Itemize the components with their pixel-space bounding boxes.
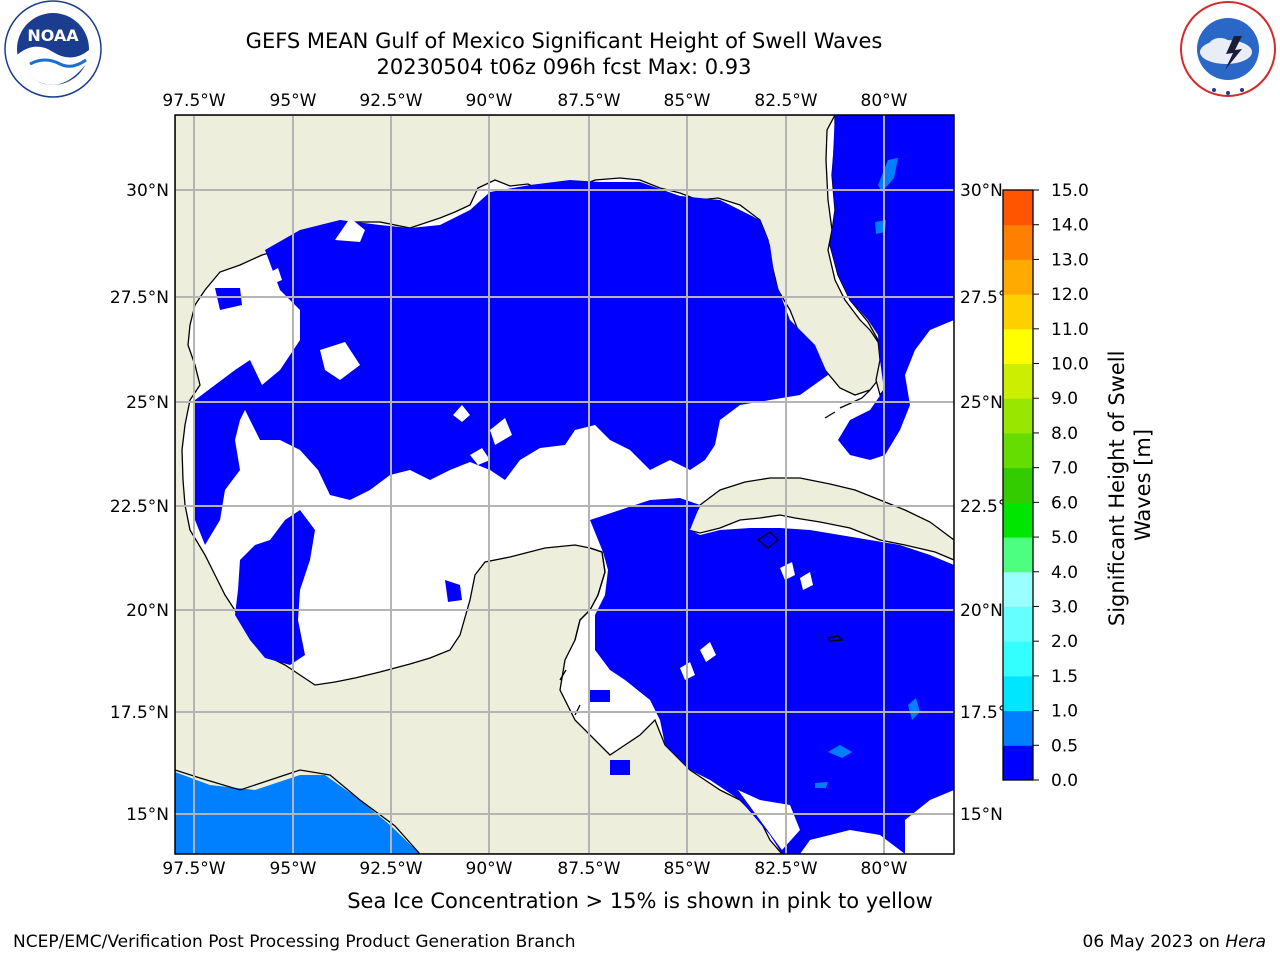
- colorbar-tick-label: 4.0: [1051, 563, 1078, 583]
- colorbar-tick-label: 14.0: [1051, 216, 1089, 236]
- colorbar-segment: [1003, 328, 1033, 365]
- lat-ticks-left: 15°N 17.5°N 20°N 22.5°N 25°N 27.5°N 30°N: [110, 181, 169, 825]
- colorbar-tick-label: 3.0: [1051, 597, 1078, 617]
- noaa-logo: NOAA: [4, 0, 102, 98]
- lon-tick-bottom: 87.5°W: [557, 859, 620, 879]
- colorbar-segment: [1003, 641, 1033, 677]
- lat-tick-left: 17.5°N: [110, 703, 169, 723]
- lat-tick-right: 30°N: [960, 181, 1003, 201]
- colorbar-segment: [1003, 294, 1033, 330]
- swell-field-gaps: [265, 218, 954, 854]
- lon-tick-top: 92.5°W: [359, 91, 422, 111]
- colorbar-segment: [1003, 710, 1033, 746]
- map-frame: [174, 114, 955, 855]
- lon-tick-top: 80°W: [861, 91, 908, 111]
- lon-tick-bottom: 82.5°W: [754, 859, 817, 879]
- land-cuba: [687, 477, 954, 561]
- colorbar-tick-label: 9.0: [1051, 389, 1078, 409]
- colorbar-label-text: Significant Height of Swell Waves [m]: [1105, 344, 1155, 626]
- colorbar-segment: [1003, 502, 1033, 538]
- colorbar-tick-label: 11.0: [1051, 320, 1089, 340]
- footer-credit: NCEP/EMC/Verification Post Processing Pr…: [13, 932, 576, 952]
- colorbar-tick-label: 1.5: [1051, 667, 1078, 687]
- footer-date: 06 May 2023 on Hera: [1083, 932, 1267, 952]
- lon-tick-top: 87.5°W: [557, 91, 620, 111]
- colorbar-tick-label: 1.0: [1051, 702, 1078, 722]
- lon-tick-top: 97.5°W: [162, 91, 225, 111]
- colorbar-frame: [1002, 189, 1034, 781]
- colorbar-segment: [1003, 432, 1033, 469]
- lat-tick-right: 20°N: [960, 601, 1003, 621]
- colorbar-segment: [1003, 259, 1033, 295]
- colorbar-tick-label: 7.0: [1051, 459, 1078, 479]
- colorbar-tick-label: 2.0: [1051, 632, 1078, 652]
- lat-tick-right: 25°N: [960, 393, 1003, 413]
- colorbar-tick-label: 12.0: [1051, 285, 1089, 305]
- sea-ice-note: Sea Ice Concentration > 15% is shown in …: [347, 889, 933, 913]
- swell-field-0-0.5m: [195, 115, 954, 854]
- colorbar-tick-label: 0.0: [1051, 771, 1078, 791]
- colorbar-tick-label: 0.5: [1051, 736, 1078, 756]
- lon-tick-bottom: 95°W: [270, 859, 317, 879]
- colorbar-tick-label: 10.0: [1051, 355, 1089, 375]
- colorbar-segment: [1003, 224, 1033, 260]
- lon-ticks-bottom: 97.5°W 95°W 92.5°W 90°W 87.5°W 85°W 82.5…: [162, 859, 907, 879]
- colorbar-label: Significant Height of Swell Waves [m]: [1105, 344, 1155, 627]
- colorbar-tick-label: 5.0: [1051, 528, 1078, 548]
- colorbar-segment: [1003, 675, 1033, 712]
- lon-tick-top: 90°W: [466, 91, 513, 111]
- map-subtitle: 20230504 t06z 096h fcst Max: 0.93: [376, 55, 752, 79]
- colorbar-tick-label: 15.0: [1051, 181, 1089, 201]
- lon-tick-bottom: 97.5°W: [162, 859, 225, 879]
- colorbar-tick-label: 6.0: [1051, 493, 1078, 513]
- nws-logo: [1180, 1, 1276, 97]
- colorbar: 0.0 0.5 1.0 1.5 2.0 3.0 4.0 5.0 6.0 7.0 8.0 9.0 10.0…: [1002, 181, 1089, 791]
- lat-tick-left: 27.5°N: [110, 288, 169, 308]
- colorbar-segment: [1003, 571, 1033, 607]
- colorbar-segment: [1003, 745, 1033, 781]
- lon-tick-top: 82.5°W: [754, 91, 817, 111]
- lat-tick-left: 20°N: [126, 601, 169, 621]
- lat-tick-left: 15°N: [126, 805, 169, 825]
- lat-tick-right: 15°N: [960, 805, 1003, 825]
- coastlines: [175, 389, 871, 854]
- colorbar-segment: [1003, 398, 1033, 434]
- lon-tick-bottom: 90°W: [466, 859, 513, 879]
- colorbar-segment: [1003, 467, 1033, 503]
- colorbar-segment: [1003, 363, 1033, 399]
- colorbar-label-line1: Significant Height of Swell: [1105, 351, 1129, 627]
- lat-tick-left: 22.5°N: [110, 497, 169, 517]
- lon-tick-top: 85°W: [664, 91, 711, 111]
- lon-tick-bottom: 85°W: [664, 859, 711, 879]
- colorbar-tick-label: 13.0: [1051, 250, 1089, 270]
- gridlines: [175, 115, 954, 854]
- colorbar-label-line2: Waves [m]: [1131, 429, 1155, 541]
- footer-date-text: 06 May 2023 on: [1082, 932, 1226, 952]
- colorbar-segment: [1003, 606, 1033, 642]
- colorbar-segment: [1003, 537, 1033, 573]
- lon-tick-bottom: 92.5°W: [359, 859, 422, 879]
- footer-machine: Hera: [1225, 932, 1266, 952]
- lat-tick-left: 25°N: [126, 393, 169, 413]
- map-title: GEFS MEAN Gulf of Mexico Significant Hei…: [245, 29, 883, 53]
- lon-tick-top: 95°W: [270, 91, 317, 111]
- lon-tick-bottom: 80°W: [861, 859, 908, 879]
- lon-ticks-top: 97.5°W 95°W 92.5°W 90°W 87.5°W 85°W 82.5…: [162, 91, 907, 111]
- colorbar-tick-label: 8.0: [1051, 424, 1078, 444]
- lat-tick-left: 30°N: [126, 181, 169, 201]
- colorbar-segment: [1003, 190, 1033, 226]
- noaa-logo-text: NOAA: [27, 26, 79, 45]
